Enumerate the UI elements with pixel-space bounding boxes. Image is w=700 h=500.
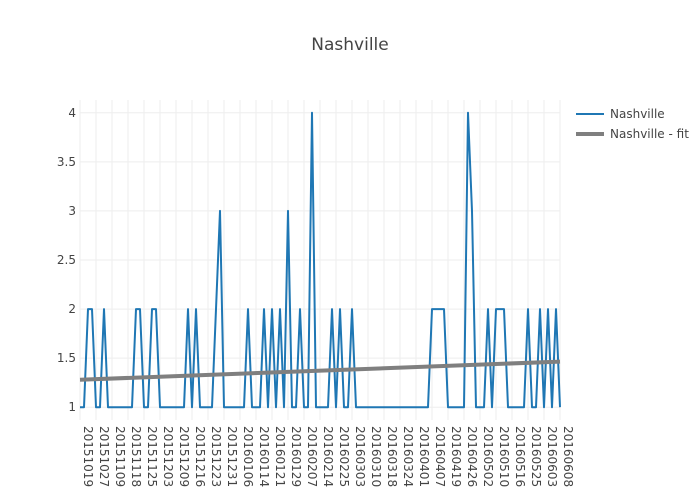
x-tick-label: 20151109 bbox=[113, 426, 127, 487]
x-tick-label: 20151216 bbox=[193, 426, 207, 487]
x-tick-label: 20151118 bbox=[129, 426, 143, 487]
x-tick-label: 20160114 bbox=[257, 426, 271, 487]
x-tick-label: 20160419 bbox=[449, 426, 463, 487]
y-tick-label: 3.5 bbox=[57, 155, 76, 169]
x-tick-label: 20160516 bbox=[513, 426, 527, 487]
x-tick-label: 20160510 bbox=[497, 426, 511, 487]
x-tick-label: 20160401 bbox=[417, 426, 431, 487]
y-tick-label: 4 bbox=[68, 106, 76, 120]
x-tick-label: 20160225 bbox=[337, 426, 351, 487]
x-tick-label: 20160303 bbox=[353, 426, 367, 487]
legend: Nashville Nashville - fit bbox=[576, 107, 689, 141]
x-tick-label: 20160106 bbox=[241, 426, 255, 487]
x-tick-label: 20151209 bbox=[177, 426, 191, 487]
y-tick-label: 1 bbox=[68, 400, 76, 414]
x-tick-label: 20160310 bbox=[369, 426, 383, 487]
x-tick-label: 20160318 bbox=[385, 426, 399, 487]
x-tick-label: 20151203 bbox=[161, 426, 175, 487]
x-tick-label: 20160603 bbox=[545, 426, 559, 487]
grid bbox=[79, 100, 561, 420]
x-tick-label: 20160608 bbox=[561, 426, 575, 487]
x-tick-label: 20151125 bbox=[145, 426, 159, 487]
x-tick-label: 20160502 bbox=[481, 426, 495, 487]
x-tick-label: 20160407 bbox=[433, 426, 447, 487]
legend-label: Nashville bbox=[610, 107, 665, 121]
x-tick-label: 20160129 bbox=[289, 426, 303, 487]
x-tick-label: 20160214 bbox=[321, 426, 335, 487]
x-tick-label: 20160207 bbox=[305, 426, 319, 487]
x-tick-label: 20151027 bbox=[97, 426, 111, 487]
series-line-fit bbox=[79, 359, 561, 382]
x-tick-label: 20151019 bbox=[81, 426, 95, 487]
x-tick-label: 20160525 bbox=[529, 426, 543, 487]
y-tick-label: 2.5 bbox=[57, 253, 76, 267]
series-line-nashville bbox=[80, 111, 561, 409]
y-axis: 1 1.5 2 2.5 3 3.5 4 bbox=[57, 106, 76, 414]
x-tick-label: 20160121 bbox=[273, 426, 287, 487]
x-axis: 20151019 20151027 20151109 20151118 20151125… bbox=[81, 426, 575, 487]
x-tick-label: 20160426 bbox=[465, 426, 479, 487]
chart-title: Nashville bbox=[311, 35, 388, 55]
x-tick-label: 20151231 bbox=[225, 426, 239, 487]
y-tick-label: 2 bbox=[68, 302, 76, 316]
y-tick-label: 3 bbox=[68, 204, 76, 218]
x-tick-label: 20160324 bbox=[401, 426, 415, 487]
x-tick-label: 20151223 bbox=[209, 426, 223, 487]
y-tick-label: 1.5 bbox=[57, 351, 76, 365]
plot-area bbox=[79, 111, 561, 409]
legend-label: Nashville - fit bbox=[610, 127, 689, 141]
